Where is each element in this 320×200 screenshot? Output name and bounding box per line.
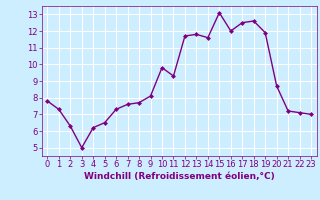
X-axis label: Windchill (Refroidissement éolien,°C): Windchill (Refroidissement éolien,°C) (84, 172, 275, 181)
